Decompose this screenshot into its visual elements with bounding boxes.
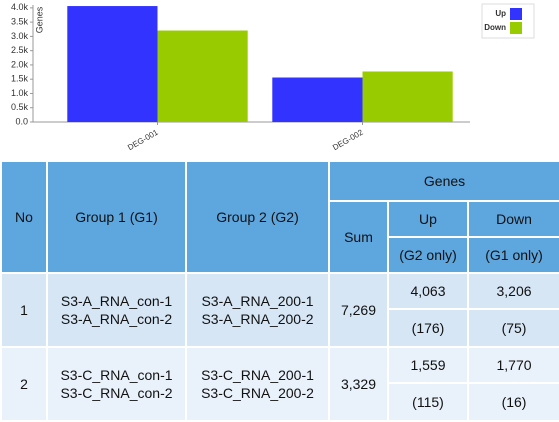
cell-line: S3-A_RNA_con-1 bbox=[60, 293, 173, 309]
cell: S3-A_RNA_con-1 S3-A_RNA_con-2 bbox=[46, 272, 187, 348]
header-cell: (G1 only) bbox=[466, 236, 559, 274]
cell-line: S3-C_RNA_con-2 bbox=[60, 385, 173, 401]
cell-line: S3-A_RNA_con-2 bbox=[60, 311, 173, 327]
header-cell: Sum bbox=[328, 200, 389, 274]
header-cell: Genes bbox=[327, 160, 559, 202]
header-cell: (G2 only) bbox=[387, 236, 469, 274]
cell: S3-A_RNA_200-1 S3-A_RNA_200-2 bbox=[185, 272, 330, 348]
bar bbox=[272, 77, 363, 122]
legend-swatch bbox=[510, 22, 522, 34]
cell: (75) bbox=[466, 308, 559, 348]
y-tick-label: 1.0k bbox=[11, 88, 29, 98]
y-tick-label: 0.0 bbox=[15, 116, 28, 126]
cell: 3,206 bbox=[466, 272, 559, 310]
cell-line: S3-A_RNA_200-1 bbox=[201, 293, 314, 309]
legend-box bbox=[481, 3, 535, 39]
y-tick-label: 2.0k bbox=[11, 59, 29, 69]
cell: (176) bbox=[387, 308, 469, 348]
cell: (16) bbox=[466, 382, 559, 422]
chart: Genes 0.0 0.5k 1.0k 1.5k 2.0k 2.5k 3.0k 3.5k 4.0… bbox=[11, 2, 535, 152]
cell: S3-C_RNA_200-1 S3-C_RNA_200-2 bbox=[185, 346, 330, 422]
x-tick-label: DEG-001 bbox=[126, 127, 160, 152]
cell: 1,559 bbox=[387, 346, 469, 384]
cell: 1,770 bbox=[466, 346, 559, 384]
legend-swatch bbox=[510, 8, 522, 20]
y-axis-label: Genes bbox=[34, 6, 44, 33]
cell-line: S3-A_RNA_200-2 bbox=[201, 311, 314, 327]
bar bbox=[67, 6, 158, 122]
x-tick-label: DEG-002 bbox=[331, 127, 365, 152]
header-cell: Group 2 (G2) bbox=[185, 160, 330, 274]
y-tick-label: 2.5k bbox=[11, 45, 29, 55]
header-cell: Up bbox=[387, 200, 469, 238]
header-cell: Down bbox=[466, 200, 559, 238]
bar bbox=[157, 30, 248, 123]
cell: 2 bbox=[0, 346, 48, 422]
y-tick-label: 1.5k bbox=[11, 74, 29, 84]
cell: (115) bbox=[387, 382, 469, 422]
legend-label: Up bbox=[495, 9, 506, 18]
y-tick-label: 4.0k bbox=[11, 2, 29, 12]
legend-label: Down bbox=[484, 23, 506, 32]
cell: 3,329 bbox=[328, 346, 389, 422]
y-tick-label: 0.5k bbox=[11, 102, 29, 112]
table: No Group 1 (G1) Group 2 (G2) Genes Sum U… bbox=[0, 160, 559, 422]
cell: 7,269 bbox=[328, 272, 389, 348]
header-cell: Group 1 (G1) bbox=[46, 160, 187, 274]
header-cell: No bbox=[0, 160, 48, 274]
cell: S3-C_RNA_con-1 S3-C_RNA_con-2 bbox=[46, 346, 187, 422]
cell: 1 bbox=[0, 272, 48, 348]
cell-line: S3-C_RNA_200-2 bbox=[201, 385, 314, 401]
y-tick-label: 3.5k bbox=[11, 16, 29, 26]
cell-line: S3-C_RNA_con-1 bbox=[60, 367, 173, 383]
bar bbox=[362, 71, 453, 122]
cell-line: S3-C_RNA_200-1 bbox=[201, 367, 314, 383]
y-tick-label: 3.0k bbox=[11, 31, 29, 41]
cell: 4,063 bbox=[387, 272, 469, 310]
